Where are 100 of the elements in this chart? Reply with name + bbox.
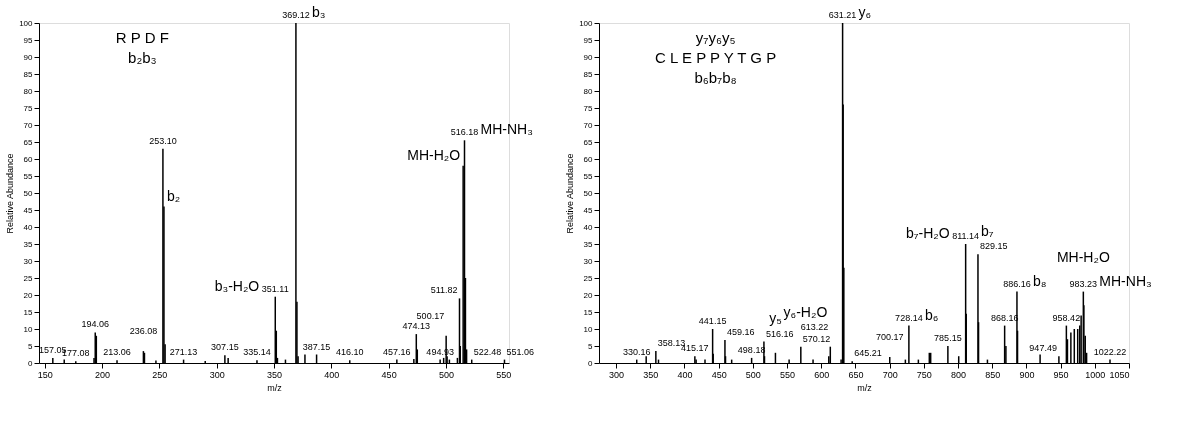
annotation: 983.23 xyxy=(1069,278,1098,289)
annotation: b₃-H₂O xyxy=(214,277,260,294)
annotation: b₇ xyxy=(980,223,994,240)
annotation: y₆-H₂O xyxy=(783,303,828,320)
y-tick-label: 0 xyxy=(588,358,594,368)
annotation: MH-NH₃ xyxy=(1099,272,1152,289)
annotation: 522.48 xyxy=(473,346,502,357)
annotation: 811.14 xyxy=(952,231,980,241)
x-tick-label: 950 xyxy=(1053,369,1069,380)
y-tick-label: 40 xyxy=(23,222,34,232)
annotation: 253.10 xyxy=(149,135,177,146)
x-tick-label: 800 xyxy=(951,369,967,380)
x-tick-label: 900 xyxy=(1019,369,1035,380)
annotation: 570.12 xyxy=(802,333,831,344)
y-tick-label: 85 xyxy=(23,69,34,79)
y-tick-label: 100 xyxy=(19,18,34,28)
x-tick-label: 750 xyxy=(916,369,932,380)
y-tick-label: 80 xyxy=(23,86,34,96)
x-tick-label: 500 xyxy=(745,369,761,380)
y-tick-label: 30 xyxy=(583,256,594,266)
annotation: 785.15 xyxy=(934,333,962,343)
annotation: 369.12 xyxy=(282,10,310,20)
annotation: 335.14 xyxy=(243,347,271,358)
y-tick-label: 25 xyxy=(583,273,594,283)
y-axis-title: Relative Abundance xyxy=(5,153,16,234)
x-tick-label: 500 xyxy=(438,369,454,380)
x-tick-label: 300 xyxy=(609,369,625,380)
y-tick-label: 75 xyxy=(583,103,594,113)
annotation: 511.82 xyxy=(430,285,458,296)
annotation: 886.16 xyxy=(1003,278,1031,289)
x-axis-title: m/z xyxy=(267,382,283,393)
annotation: b₂b₃ xyxy=(128,49,157,66)
annotation: 500.17 xyxy=(416,310,445,321)
x-tick-label: 550 xyxy=(780,369,796,380)
x-axis-title: m/z xyxy=(857,382,873,393)
x-tick-label: 600 xyxy=(814,369,830,380)
y-tick-label: 25 xyxy=(23,273,34,283)
annotation: b₈ xyxy=(1032,272,1047,289)
annotation: y₇y₆y₅ xyxy=(695,29,736,46)
annotation: MH-NH₃ xyxy=(480,121,533,138)
y-tick-label: 95 xyxy=(583,35,594,45)
annotation: 213.06 xyxy=(103,347,131,358)
annotation: 958.42 xyxy=(1052,312,1081,323)
y-tick-label: 65 xyxy=(583,137,594,147)
y-tick-label: 10 xyxy=(583,324,594,334)
annotation: 351.11 xyxy=(261,283,289,294)
y-tick-label: 35 xyxy=(23,239,34,249)
annotation: 645.21 xyxy=(854,348,882,359)
annotation: 236.08 xyxy=(129,326,158,337)
x-tick-label: 350 xyxy=(643,369,659,380)
annotation: MH-H₂O xyxy=(407,146,461,163)
x-tick-label: 450 xyxy=(381,369,397,380)
y-tick-label: 15 xyxy=(23,307,34,317)
y-tick-label: 60 xyxy=(23,154,34,164)
y-tick-label: 55 xyxy=(23,171,34,181)
x-tick-label: 150 xyxy=(37,369,53,380)
annotation: 631.21 xyxy=(828,10,857,20)
annotation: 516.16 xyxy=(765,328,794,339)
annotation: b₂ xyxy=(166,187,181,204)
annotation: 271.13 xyxy=(169,346,198,357)
y-tick-label: 70 xyxy=(583,120,594,130)
y-tick-label: 20 xyxy=(23,290,34,300)
y-tick-label: 0 xyxy=(28,358,34,368)
annotation: 474.13 xyxy=(402,321,431,332)
annotation: 947.49 xyxy=(1029,343,1057,354)
annotation: 457.16 xyxy=(383,346,411,357)
y-tick-label: 20 xyxy=(583,290,594,300)
y-tick-label: 45 xyxy=(23,205,34,215)
y-axis-title: Relative Abundance xyxy=(565,153,576,234)
y-tick-label: 50 xyxy=(23,188,34,198)
annotation: b₇-H₂O xyxy=(905,225,950,241)
annotation: 516.18 xyxy=(450,127,479,138)
annotation: 700.17 xyxy=(876,331,904,342)
annotation: 441.15 xyxy=(698,316,727,326)
annotation: R P D F xyxy=(115,29,169,46)
annotation: 1022.22 xyxy=(1093,346,1127,357)
annotation: MH-H₂O xyxy=(1056,248,1110,265)
x-tick-label: 1050 xyxy=(1109,369,1130,380)
y-tick-label: 55 xyxy=(583,171,594,181)
y-tick-label: 5 xyxy=(28,341,34,351)
annotation: b₆ xyxy=(924,306,939,323)
x-tick-label: 350 xyxy=(266,369,283,380)
annotation: 416.10 xyxy=(336,347,364,358)
y-tick-label: 90 xyxy=(23,52,34,62)
y-tick-label: 75 xyxy=(23,103,34,113)
annotation: 551.06 xyxy=(506,346,535,357)
y-tick-label: 40 xyxy=(583,222,594,232)
annotation: 613.22 xyxy=(800,321,829,332)
annotation: 459.16 xyxy=(726,326,755,337)
x-tick-label: 650 xyxy=(848,369,864,380)
y-tick-label: 30 xyxy=(23,256,34,266)
y-tick-label: 90 xyxy=(583,52,594,62)
x-tick-label: 850 xyxy=(985,369,1001,380)
x-tick-label: 1000 xyxy=(1085,369,1106,380)
y-tick-label: 50 xyxy=(583,188,594,198)
x-tick-label: 200 xyxy=(95,369,111,380)
x-tick-label: 250 xyxy=(152,369,168,380)
annotation: 728.14 xyxy=(895,312,923,323)
x-tick-label: 400 xyxy=(324,369,340,380)
y-tick-label: 95 xyxy=(23,35,34,45)
